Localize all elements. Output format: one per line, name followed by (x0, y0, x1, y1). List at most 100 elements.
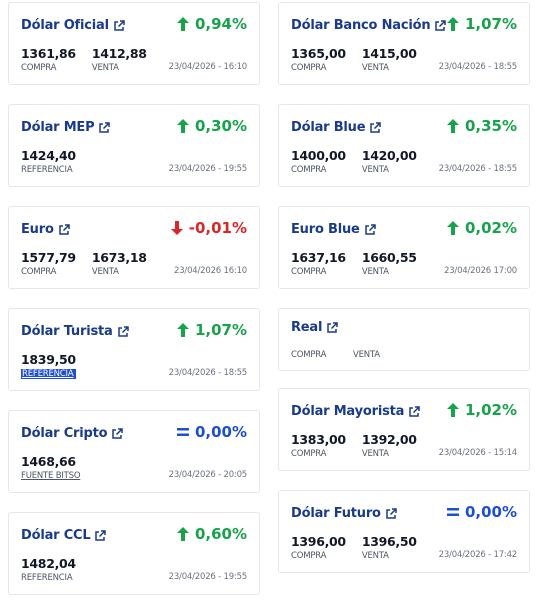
timestamp: 23/04/2026 - 18:55 (438, 62, 518, 72)
external-link-icon (98, 121, 111, 134)
card-dolar-mayorista: Dólar Mayorista 1,02% 1383,00 COMPRA 1392… (278, 388, 530, 471)
buy-label: COMPRA (291, 449, 327, 459)
change-value: 1,07% (194, 321, 247, 339)
card-title-link[interactable]: Dólar Futuro (291, 506, 397, 521)
change-value: 0,60% (194, 525, 247, 543)
card-title-link[interactable]: Dólar Banco Nación (291, 18, 447, 33)
reference-label: REFERENCIA (21, 573, 73, 583)
card-title: Dólar Oficial (21, 18, 109, 33)
sell-label: VENTA (361, 449, 389, 459)
change-indicator: 0,35% (446, 117, 517, 135)
sell-label: VENTA (361, 63, 389, 73)
external-link-icon (408, 405, 420, 418)
sell-label: VENTA (361, 267, 389, 277)
card-title: Dólar Blue (291, 120, 366, 135)
change-indicator: 0,00% (446, 503, 517, 521)
card-dolar-ccl: Dólar CCL 0,60% 1482,04 REFERENCIA 23/04/… (8, 512, 260, 595)
sell-price: 1660,55 (361, 250, 417, 265)
card-dolar-banco-nacion: Dólar Banco Nación 1,07% 1365,00 COMPRA 1… (278, 2, 530, 85)
card-title-link[interactable]: Euro Blue (291, 222, 376, 237)
sell-label: VENTA (91, 63, 119, 73)
card-title-link[interactable]: Dólar Mayorista (291, 404, 420, 419)
card-title-link[interactable]: Dólar CCL (21, 528, 107, 543)
change-value: 0,35% (464, 117, 517, 135)
card-dolar-mep: Dólar MEP 0,30% 1424,40 REFERENCIA 23/04/… (8, 104, 260, 187)
external-link-icon (326, 321, 339, 334)
change-indicator: 0,94% (176, 15, 247, 33)
card-title-link[interactable]: Dólar Oficial (21, 18, 125, 33)
timestamp: 23/04/2026 17:00 (444, 266, 517, 276)
change-indicator: 1,02% (446, 401, 517, 419)
change-value: 0,02% (464, 219, 517, 237)
external-link-icon (434, 19, 447, 32)
timestamp: 23/04/2026 16:10 (174, 266, 247, 276)
buy-price: 1365,00 (291, 46, 346, 61)
external-link-icon (364, 223, 376, 236)
reference-label: REFERENCIA (21, 165, 73, 175)
external-link-icon (58, 223, 70, 236)
timestamp: 23/04/2026 - 15:14 (438, 448, 518, 458)
source-link[interactable]: FUENTE BITSO (21, 471, 81, 481)
timestamp: 23/04/2026 - 19:55 (168, 164, 248, 174)
card-title-link[interactable]: Real (291, 320, 339, 335)
buy-label: COMPRA (291, 165, 327, 175)
arrow-up-icon (446, 403, 459, 417)
change-value: 1,02% (464, 401, 517, 419)
card-real: Real COMPRA VENTA (278, 308, 530, 371)
sell-price: 1392,00 (361, 432, 417, 447)
card-title-link[interactable]: Dólar Cripto (21, 426, 124, 441)
card-title: Real (291, 320, 323, 335)
sell-price: 1673,18 (91, 250, 147, 265)
buy-label: COMPRA (21, 63, 57, 73)
timestamp: 23/04/2026 - 17:42 (438, 550, 518, 560)
card-dolar-futuro: Dólar Futuro 0,00% 1396,00 COMPRA 1396,50… (278, 490, 530, 573)
arrow-up-icon (176, 527, 189, 541)
reference-price: 1468,66 (21, 454, 76, 469)
card-euro: Euro -0,01% 1577,79 COMPRA 1673,18 VENTA 2… (8, 206, 260, 289)
external-link-icon (111, 427, 124, 440)
card-title: Dólar Futuro (291, 506, 381, 521)
arrow-up-icon (176, 119, 189, 133)
card-title: Dólar CCL (21, 528, 91, 543)
card-title-link[interactable]: Dólar Turista (21, 324, 129, 339)
card-dolar-blue: Dólar Blue 0,35% 1400,00 COMPRA 1420,00 VE… (278, 104, 530, 187)
change-value: -0,01% (188, 219, 247, 237)
change-indicator: 0,60% (176, 525, 247, 543)
buy-price (291, 331, 339, 345)
card-title: Dólar Cripto (21, 426, 108, 441)
buy-price: 1396,00 (291, 534, 346, 549)
change-value: 0,94% (194, 15, 247, 33)
card-dolar-turista: Dólar Turista 1,07% 1839,50 REFERENCIA 23… (8, 308, 260, 391)
sell-label: VENTA (361, 551, 389, 561)
change-indicator: -0,01% (170, 219, 247, 237)
sell-label: VENTA (91, 267, 119, 277)
timestamp: 23/04/2026 - 20:05 (168, 470, 248, 480)
card-title-link[interactable]: Euro (21, 222, 70, 237)
arrow-up-icon (176, 17, 189, 31)
external-link-icon (385, 507, 397, 520)
sell-price: 1415,00 (361, 46, 417, 61)
equal-icon (446, 507, 459, 517)
card-title-link[interactable]: Dólar MEP (21, 120, 111, 135)
buy-price: 1637,16 (291, 250, 346, 265)
card-title: Dólar MEP (21, 120, 95, 135)
buy-price: 1361,86 (21, 46, 76, 61)
change-value: 1,07% (464, 15, 517, 33)
equal-icon (176, 427, 189, 437)
buy-label: COMPRA (21, 267, 57, 277)
reference-price: 1482,04 (21, 556, 76, 571)
card-title-link[interactable]: Dólar Blue (291, 120, 382, 135)
change-value: 0,30% (194, 117, 247, 135)
reference-price: 1839,50 (21, 352, 76, 367)
sell-price (353, 331, 401, 345)
card-dolar-cripto: Dólar Cripto 0,00% 1468,66 FUENTE BITSO 2… (8, 410, 260, 493)
card-title: Euro Blue (291, 222, 360, 237)
sell-price: 1420,00 (361, 148, 417, 163)
card-title: Euro (21, 222, 54, 237)
change-indicator: 1,07% (446, 15, 517, 33)
buy-price: 1400,00 (291, 148, 346, 163)
change-indicator: 1,07% (176, 321, 247, 339)
external-link-icon (113, 19, 125, 32)
buy-label: COMPRA (291, 350, 327, 360)
change-indicator: 0,02% (446, 219, 517, 237)
